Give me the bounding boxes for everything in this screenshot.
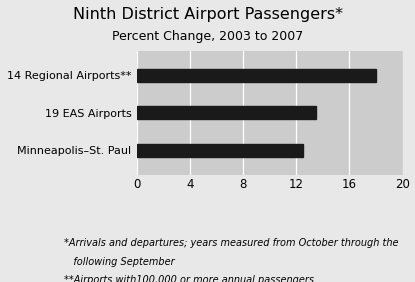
Text: Percent Change, 2003 to 2007: Percent Change, 2003 to 2007	[112, 30, 303, 43]
Bar	[137, 69, 376, 82]
Text: *Arrivals and departures; years measured from October through the: *Arrivals and departures; years measured…	[64, 238, 399, 248]
Bar	[137, 106, 316, 119]
Text: **Airports with100,000 or more annual passengers: **Airports with100,000 or more annual pa…	[64, 275, 314, 282]
Text: Ninth District Airport Passengers*: Ninth District Airport Passengers*	[73, 7, 342, 22]
Bar	[137, 144, 303, 157]
Text: following September: following September	[64, 257, 175, 266]
